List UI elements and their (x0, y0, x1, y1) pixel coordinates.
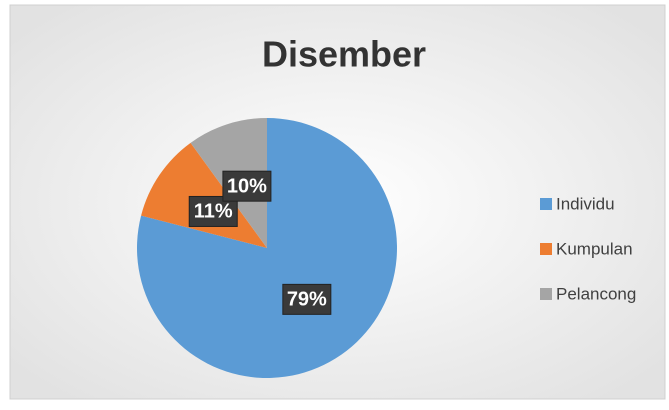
data-label: 11% (194, 201, 233, 223)
data-label-box (282, 283, 332, 315)
pie-slice (137, 118, 397, 379)
legend-label: Individu (556, 194, 615, 213)
data-label-box (222, 170, 272, 202)
legend-swatch (540, 243, 552, 255)
legend-swatch (540, 198, 552, 210)
chart-title: Disember (262, 34, 426, 75)
data-label: 79% (287, 289, 327, 311)
legend-swatch (540, 288, 552, 300)
legend-label: Pelancong (556, 284, 636, 303)
legend-label: Kumpulan (556, 239, 633, 258)
data-label: 10% (227, 175, 267, 197)
